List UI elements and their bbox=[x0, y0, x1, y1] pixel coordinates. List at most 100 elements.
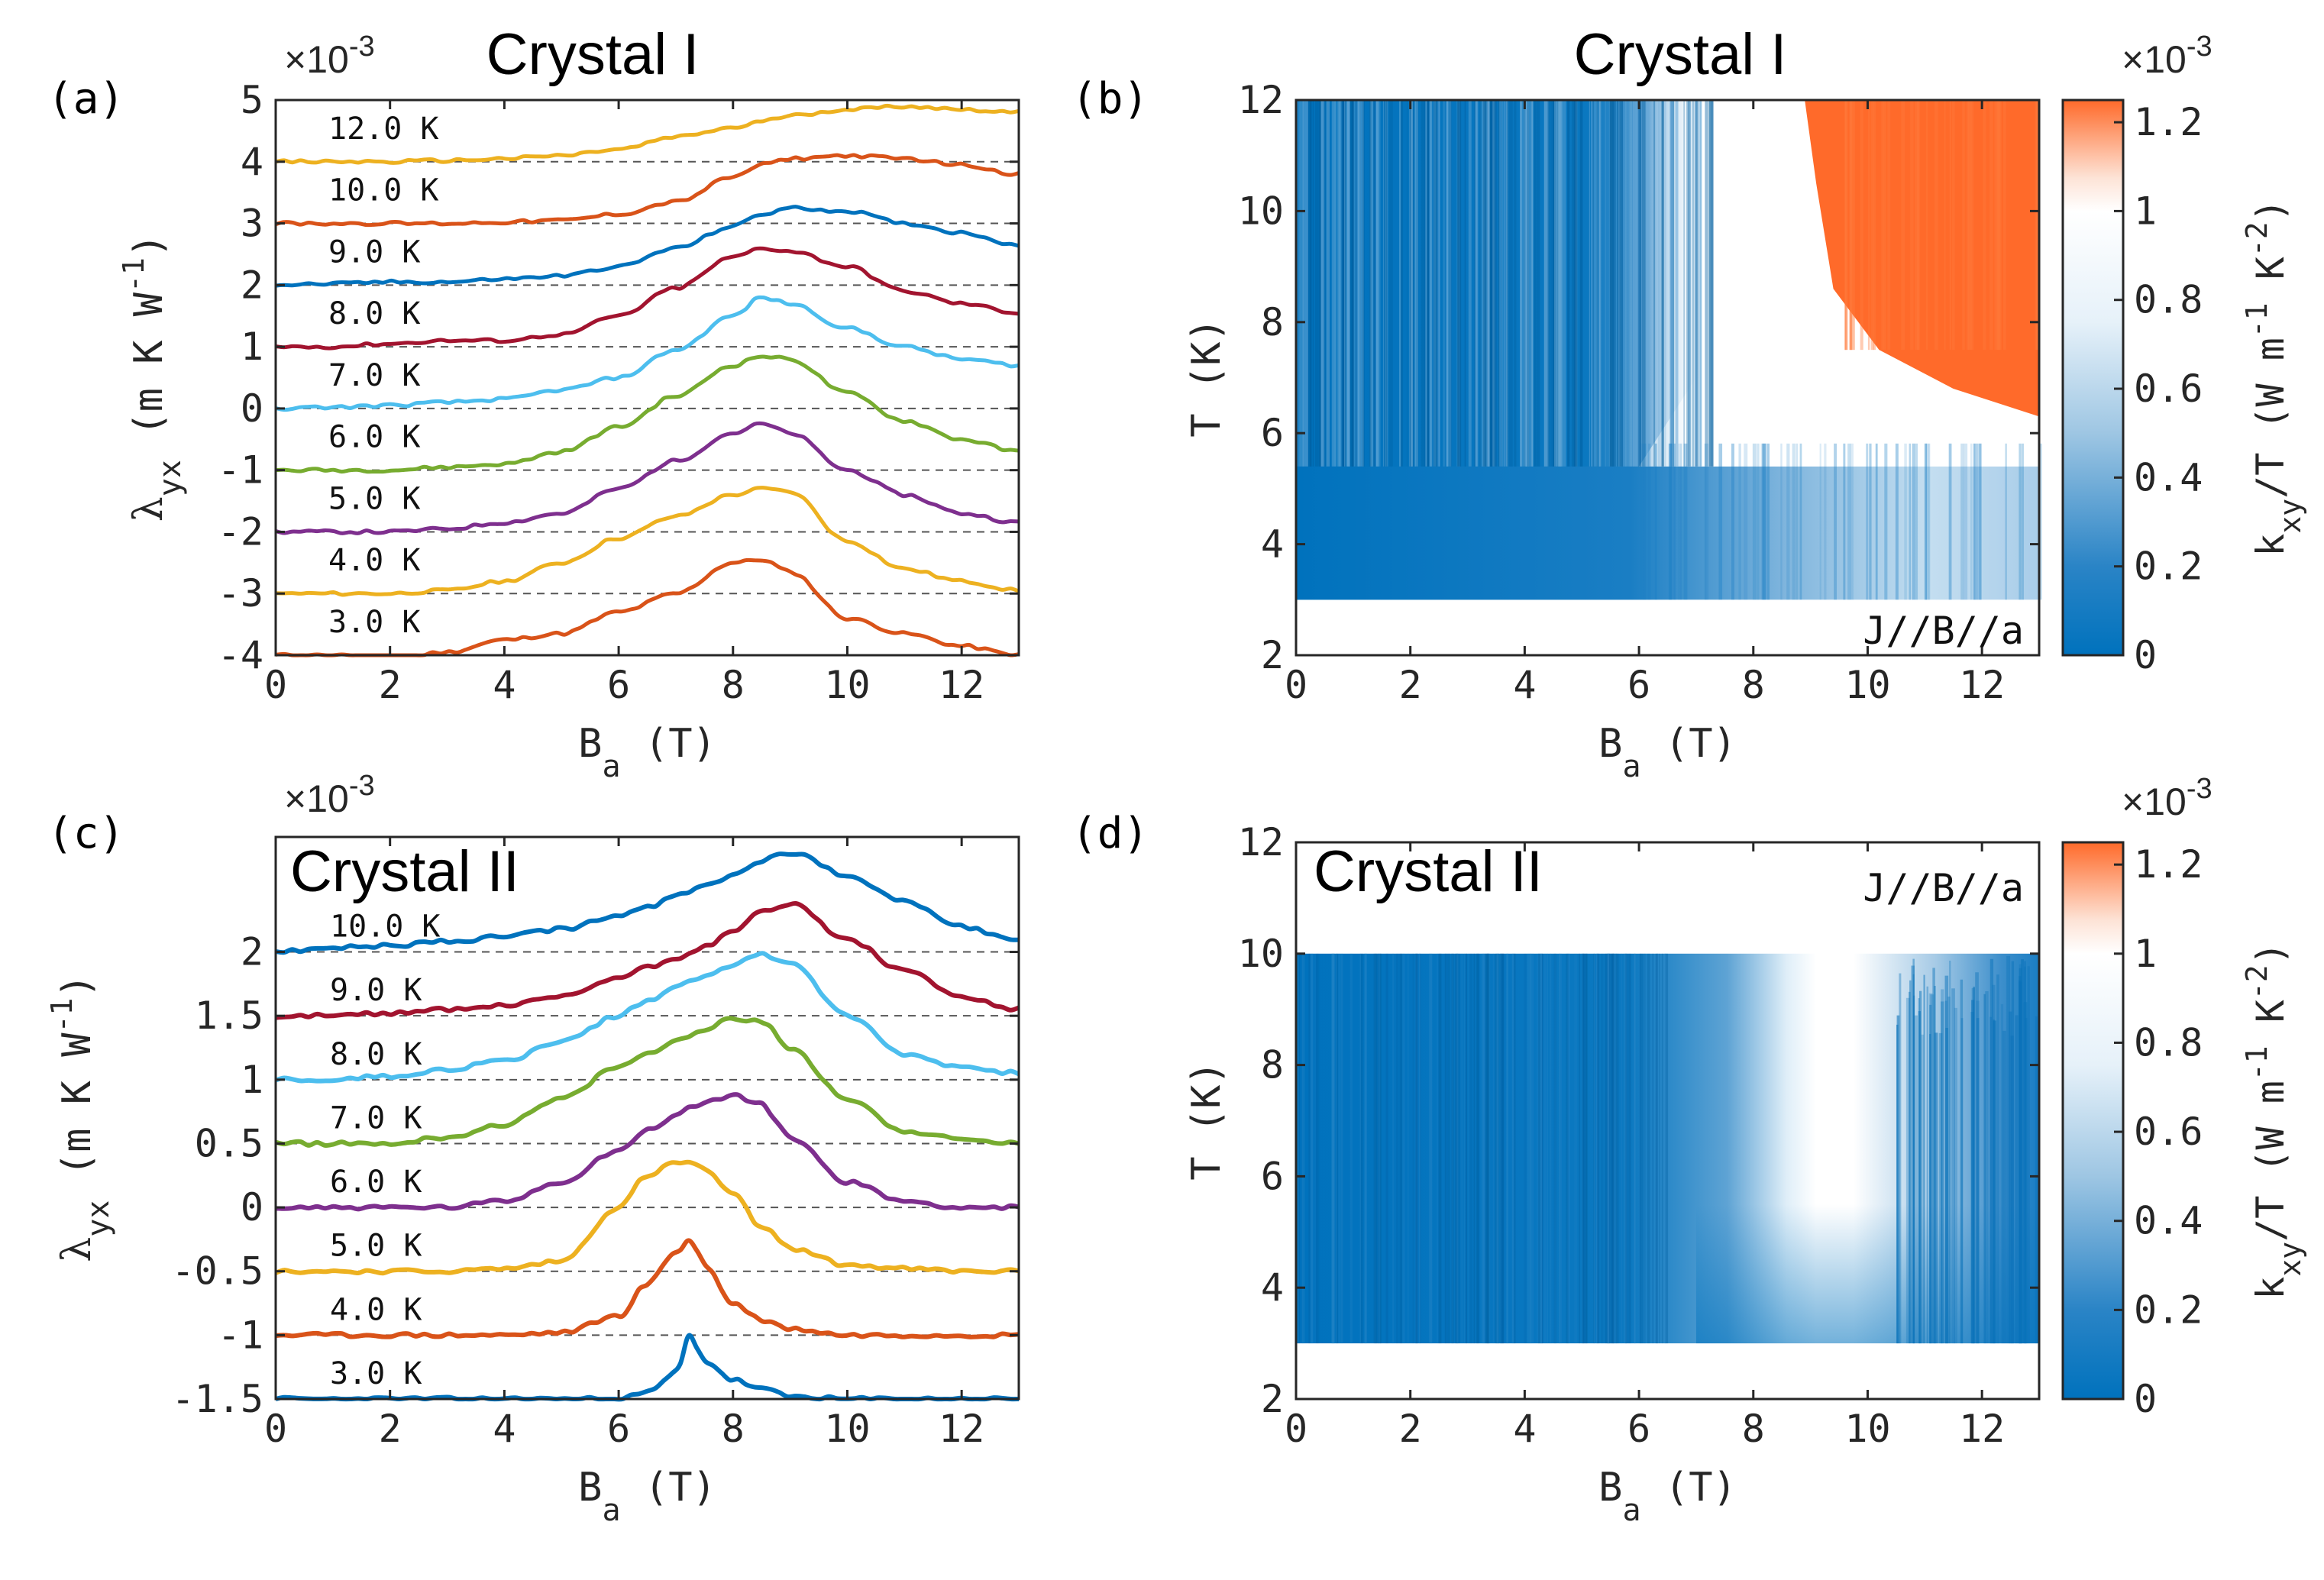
panel-d-ytick-label: 10 bbox=[1238, 932, 1284, 976]
panel-c-series-line-80K bbox=[275, 951, 1020, 1084]
panel-d-xlabel: Ba (T) bbox=[1598, 1465, 1737, 1528]
panel-d-heatmap-streak-right bbox=[2010, 1036, 2014, 1344]
panel-b-heatmap-streak bbox=[1320, 100, 1325, 467]
panel-b-heatmap-streak bbox=[1361, 100, 1364, 467]
panel-d-heatmap-streak bbox=[1540, 953, 1543, 1344]
panel-b-heatmap-streak-low bbox=[1979, 443, 1982, 600]
panel-d-heatmap-streak-right bbox=[1960, 979, 1964, 1344]
panel-a-ytick-label: -2 bbox=[218, 509, 263, 554]
panel-d-heatmap-streak bbox=[1314, 953, 1316, 1344]
panel-b-heatmap-streak bbox=[1671, 100, 1673, 467]
panel-b-heatmap-streak bbox=[1310, 100, 1312, 467]
panel-d-heatmap-streak-right bbox=[1992, 984, 1996, 1344]
panel-b-heatmap-streak bbox=[1429, 100, 1433, 467]
panel-b-heatmap-streak-low bbox=[1909, 443, 1912, 600]
panel-b-cb-exponent-base: ×10 bbox=[2122, 38, 2187, 81]
panel-d-heatmap-streak bbox=[1473, 953, 1476, 1344]
panel-c-xtick-label: 10 bbox=[824, 1407, 870, 1451]
panel-b-heatmap-streak bbox=[1480, 100, 1484, 467]
panel-d-cb-tick-label: 0.2 bbox=[2134, 1288, 2203, 1332]
panel-a-series-line-70K bbox=[275, 295, 1020, 412]
panel-c-frame bbox=[274, 835, 1020, 1401]
panel-b-ytick-label: 8 bbox=[1261, 300, 1284, 344]
panel-b-ytick-label: 12 bbox=[1238, 78, 1284, 122]
panel-c-ytick-label: 2 bbox=[241, 930, 263, 974]
panel-b-heatmap bbox=[1296, 100, 2042, 600]
panel-d-heatmap-streak bbox=[1418, 953, 1421, 1344]
panel-d-cb-tick-label: 0.6 bbox=[2134, 1110, 2203, 1154]
panel-b-heatmap-streak-orange bbox=[1917, 100, 1920, 351]
panel-c-series-label: 7.0 K bbox=[330, 1100, 422, 1136]
panel-b-heatmap-streak bbox=[1692, 100, 1695, 467]
panel-b-heatmap-streak bbox=[1450, 100, 1452, 467]
panel-b-xtick-label: 0 bbox=[1285, 663, 1307, 707]
panel-d-xtick-label: 8 bbox=[1742, 1407, 1765, 1451]
panel-d-xtick-label: 10 bbox=[1844, 1407, 1890, 1451]
panel-b-heatmap-streak bbox=[1609, 100, 1613, 467]
panel-d-heatmap-streak bbox=[1415, 953, 1418, 1344]
panel-d-heatmap-streak bbox=[1574, 953, 1578, 1344]
panel-b-heatmap-streak bbox=[1307, 100, 1311, 467]
panel-b-heatmap-streak bbox=[1543, 100, 1546, 467]
panel-b-heatmap-streak bbox=[1385, 100, 1388, 467]
panel-b-heatmap-streak bbox=[1599, 100, 1602, 467]
panel-d-heatmap-streak bbox=[1581, 953, 1584, 1344]
panel-b-heatmap-streak bbox=[1491, 100, 1493, 467]
panel-d-heatmap-streak bbox=[1459, 953, 1460, 1344]
panel-b-heatmap-streak bbox=[1408, 100, 1412, 467]
panel-d-cb-label-sub: xy bbox=[2274, 1242, 2307, 1277]
panel-b-heatmap-streak bbox=[1694, 100, 1697, 467]
panel-a-ytick-label: 3 bbox=[241, 202, 263, 246]
panel-b-heatmap-streak-low bbox=[1752, 443, 1757, 600]
panel-b-heatmap-streak bbox=[1558, 100, 1561, 467]
panel-d-heatmap-streak bbox=[1308, 953, 1311, 1344]
panel-b-heatmap-streak bbox=[1487, 100, 1488, 467]
panel-b-heatmap-streak bbox=[1527, 100, 1530, 467]
panel-b-cb-label-mid: /T (W m bbox=[2248, 338, 2293, 499]
panel-b-heatmap-streak-low bbox=[2005, 443, 2007, 600]
panel-b-heatmap-streak-low bbox=[1925, 443, 1927, 600]
panel-b-heatmap-streak-low bbox=[1819, 443, 1821, 600]
panel-b-heatmap-streak bbox=[1337, 100, 1341, 467]
panel-c-xlabel-unit: (T) bbox=[621, 1465, 716, 1511]
panel-d-heatmap-streak bbox=[1340, 953, 1343, 1344]
panel-b-heatmap-streak bbox=[1484, 100, 1488, 467]
panel-d-heatmap-streak bbox=[1448, 953, 1450, 1344]
panel-d-heatmap-streak-right bbox=[1921, 1034, 1925, 1344]
panel-d-heatmap-streak bbox=[1659, 953, 1660, 1344]
panel-b-heatmap-streak bbox=[1320, 100, 1324, 467]
panel-b-heatmap-streak-low bbox=[1704, 443, 1707, 600]
panel-b-heatmap-streak bbox=[1488, 100, 1490, 467]
panel-d-heatmap-streak bbox=[1460, 953, 1463, 1344]
panel-a-xtick-label: 12 bbox=[939, 663, 984, 707]
panel-b-heatmap-streak bbox=[1637, 100, 1641, 467]
panel-b-heatmap-streak bbox=[1619, 100, 1624, 467]
panel-c-ylabel: λyx (m K W-1) bbox=[45, 974, 116, 1262]
panel-c-xtick-label: 12 bbox=[939, 1407, 984, 1451]
panel-b-heatmap-streak bbox=[1556, 100, 1560, 467]
panel-a-ylabel: λyx (m K W-1) bbox=[117, 234, 188, 522]
panel-b-heatmap-streak-low bbox=[1924, 443, 1928, 600]
panel-c-series-line-60K bbox=[275, 1092, 1020, 1212]
panel-b-heatmap-streak-low bbox=[1875, 443, 1878, 600]
panel-d-cb-label-k2: K bbox=[2248, 1000, 2293, 1045]
panel-b-heatmap-streak bbox=[1534, 100, 1537, 467]
panel-c-ylabel-sup: -1 bbox=[45, 998, 79, 1033]
panel-d-heatmap-streak bbox=[1582, 953, 1585, 1344]
panel-b-heatmap-streak bbox=[1624, 100, 1627, 467]
panel-d-xlabel-main: B bbox=[1598, 1465, 1622, 1511]
panel-b-heatmap-streak bbox=[1464, 100, 1466, 467]
panel-b-heatmap-streak bbox=[1430, 100, 1432, 467]
panel-a-series-label: 10.0 K bbox=[328, 173, 439, 208]
panel-d-ytick-label: 4 bbox=[1261, 1265, 1284, 1310]
panel-d-heatmap-streak bbox=[1585, 953, 1589, 1344]
panel-d-heatmap-streak bbox=[1315, 953, 1317, 1344]
panel-a-xlabel-unit: (T) bbox=[621, 721, 716, 767]
panel-c-ylabel-end: ) bbox=[54, 974, 100, 997]
panel-d-heatmap-streak bbox=[1438, 953, 1442, 1344]
panel-b-colorbar-gradient bbox=[2063, 100, 2123, 655]
panel-b-heatmap-streak-low bbox=[1683, 443, 1688, 600]
panel-b-heatmap-streak bbox=[1675, 100, 1679, 467]
panel-b-heatmap-streak-low bbox=[1973, 443, 1977, 600]
